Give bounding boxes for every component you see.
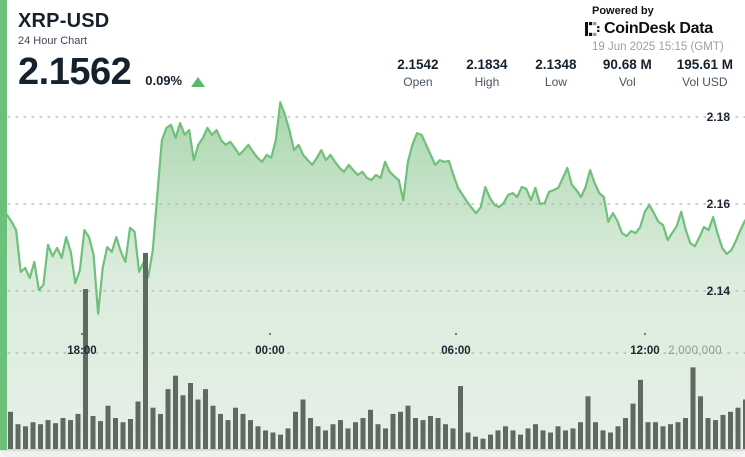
volume-axis-tick: 2,000,000 [668, 345, 722, 357]
chart-subtitle: 24 Hour Chart [18, 35, 88, 47]
x-axis-tick: 12:00 [630, 345, 660, 357]
stat-label: Vol USD [682, 75, 728, 89]
stat-open: 2.1542 Open [396, 57, 440, 89]
stat-label: Open [403, 75, 433, 89]
stat-label: Low [544, 75, 567, 89]
branding-block: Powered by CoinDesk Data 19 Jun 2025 15:1… [585, 5, 737, 53]
stat-value: 90.68 M [602, 57, 652, 72]
stat-low: 2.1348 Low [534, 57, 578, 89]
x-axis-tick: 06:00 [441, 345, 471, 357]
stat-value: 2.1834 [466, 57, 508, 72]
stat-volume: 90.68 M Vol [603, 57, 652, 89]
coindesk-logo-icon [585, 22, 600, 36]
provider-name: CoinDesk Data [604, 20, 713, 37]
timestamp: 19 Jun 2025 15:15 (GMT) [592, 41, 724, 53]
coindesk-data-logo[interactable]: CoinDesk Data [585, 20, 737, 38]
y-axis-tick: 2.14 [706, 284, 730, 298]
stat-volume-usd: 195.61 M Vol USD [677, 57, 733, 89]
price-change-percent: 0.09% [145, 73, 183, 88]
y-axis-tick: 2.18 [706, 110, 730, 124]
stat-high: 2.1834 High [465, 57, 509, 89]
stat-value: 2.1542 [397, 57, 439, 72]
price-row: 2.1562 0.09% [18, 51, 206, 93]
stat-label: High [474, 75, 500, 89]
up-arrow-icon [191, 77, 206, 87]
stat-value: 2.1348 [535, 57, 577, 72]
x-axis-tick: 18:00 [67, 345, 97, 357]
current-price: 2.1562 [18, 51, 132, 93]
stat-label: Vol [618, 75, 636, 89]
stat-value: 195.61 M [676, 57, 733, 72]
y-axis-tick: 2.16 [706, 197, 730, 211]
powered-by-label: Powered by [592, 5, 654, 17]
x-axis-tick: 00:00 [255, 345, 285, 357]
stats-row: 2.1542 Open 2.1834 High 2.1348 Low 90.68… [396, 57, 733, 89]
bottom-edge [0, 450, 745, 457]
symbol-title: XRP-USD [18, 10, 110, 32]
chart-header: XRP-USD 24 Hour Chart 2.1562 0.09% [18, 10, 206, 93]
left-accent-bar [0, 0, 7, 450]
